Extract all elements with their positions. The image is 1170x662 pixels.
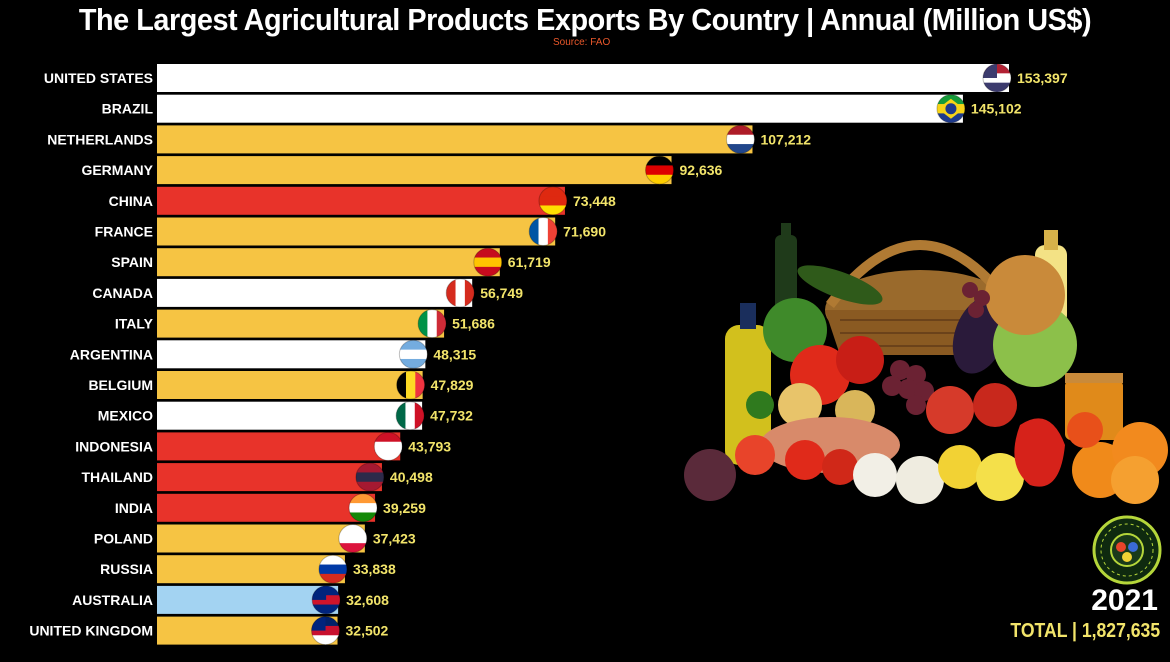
- canada-flag-icon: [445, 278, 475, 308]
- bar-china: [157, 186, 565, 215]
- argentina-flag-icon: [398, 339, 428, 369]
- bar-australia: [157, 585, 339, 614]
- produce-basket-illustration: [684, 223, 1168, 504]
- brazil-flag-icon: [936, 94, 966, 124]
- total-label: TOTAL | 1,827,635: [1010, 620, 1160, 642]
- chart-title: The Largest Agricultural Products Export…: [78, 2, 1092, 37]
- category-label: ARGENTINA: [70, 346, 153, 362]
- germany-flag-icon: [645, 155, 675, 185]
- category-label: THAILAND: [81, 469, 153, 485]
- category-label: ITALY: [115, 316, 154, 332]
- china-flag-icon: [538, 186, 568, 216]
- value-label: 37,423: [373, 531, 416, 547]
- category-label: CANADA: [92, 285, 153, 301]
- value-label: 61,719: [508, 254, 551, 270]
- year-label: 2021: [1091, 584, 1158, 617]
- category-label: FRANCE: [95, 224, 153, 240]
- bar-thailand: [157, 463, 382, 492]
- netherlands-flag-icon: [725, 124, 755, 154]
- cityglobetour-logo: [1092, 515, 1162, 585]
- value-label: 56,749: [480, 285, 523, 301]
- bar-italy: [157, 309, 445, 338]
- value-label: 153,397: [1017, 70, 1068, 86]
- italy-flag-icon: [417, 309, 447, 339]
- bar-indonesia: [157, 432, 401, 461]
- russia-flag-icon: [318, 554, 348, 584]
- category-label: GERMANY: [81, 162, 153, 178]
- australia-flag-icon: [311, 585, 341, 615]
- category-label: CHINA: [109, 193, 153, 209]
- category-label: UNITED KINGDOM: [29, 623, 153, 639]
- value-label: 40,498: [390, 469, 433, 485]
- bar-belgium: [157, 371, 423, 399]
- spain-flag-icon: [473, 247, 503, 277]
- bar-russia: [157, 555, 345, 584]
- bar-united-kingdom: [157, 616, 338, 645]
- category-label: BRAZIL: [102, 101, 154, 117]
- bar-germany: [157, 156, 672, 185]
- value-label: 39,259: [383, 500, 426, 516]
- category-label: INDIA: [115, 500, 153, 516]
- value-label: 145,102: [971, 101, 1022, 117]
- value-label: 92,636: [680, 162, 723, 178]
- category-label: RUSSIA: [100, 561, 153, 577]
- source-note: Source: FAO: [553, 37, 611, 48]
- france-flag-icon: [528, 217, 558, 246]
- category-label: INDONESIA: [75, 438, 153, 454]
- category-label: BELGIUM: [88, 377, 153, 393]
- bar-united-states: [157, 64, 1009, 92]
- bar-france: [157, 217, 556, 246]
- indonesia-flag-icon: [373, 431, 403, 461]
- india-flag-icon: [348, 493, 378, 523]
- bar-argentina: [157, 340, 426, 369]
- bar-brazil: [157, 94, 963, 123]
- category-label: NETHERLANDS: [47, 131, 153, 147]
- value-label: 33,838: [353, 561, 396, 577]
- thailand-flag-icon: [355, 462, 385, 492]
- bar-canada: [157, 278, 473, 307]
- value-label: 47,732: [430, 408, 473, 424]
- category-label: UNITED STATES: [44, 70, 153, 86]
- value-label: 73,448: [573, 193, 616, 209]
- value-label: 71,690: [563, 224, 606, 240]
- bar-mexico: [157, 401, 423, 430]
- belgium-flag-icon: [396, 370, 426, 400]
- category-label: AUSTRALIA: [72, 592, 153, 608]
- value-label: 32,502: [346, 623, 389, 639]
- value-label: 107,212: [760, 131, 811, 147]
- category-label: MEXICO: [98, 408, 153, 424]
- uk-flag-icon: [311, 616, 341, 646]
- us-flag-icon: [982, 63, 1012, 93]
- poland-flag-icon: [338, 524, 368, 553]
- bar-netherlands: [157, 125, 753, 154]
- mexico-flag-icon: [395, 401, 425, 431]
- category-label: SPAIN: [111, 254, 153, 270]
- value-label: 32,608: [346, 592, 389, 608]
- value-label: 48,315: [433, 346, 476, 362]
- bar-spain: [157, 248, 500, 277]
- value-label: 47,829: [431, 377, 474, 393]
- bar-poland: [157, 524, 365, 553]
- category-label: POLAND: [94, 531, 153, 547]
- value-label: 51,686: [452, 316, 495, 332]
- bar-india: [157, 493, 376, 522]
- value-label: 43,793: [408, 438, 451, 454]
